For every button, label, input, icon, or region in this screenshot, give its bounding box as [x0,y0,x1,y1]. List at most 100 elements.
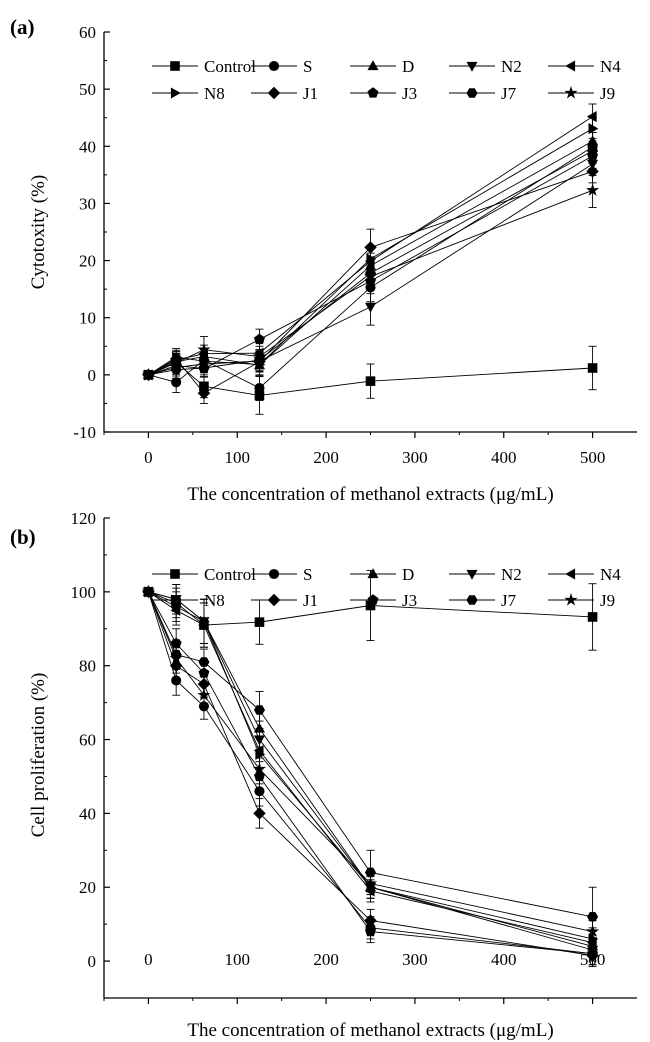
y-axis-title: Cell proliferation (%) [28,673,49,838]
legend-label: J9 [600,84,615,103]
legend-marker [564,86,577,99]
legend-item: J1 [251,84,318,103]
legend-label: Control [204,57,256,76]
x-tick-label: 200 [313,448,339,467]
series-j1 [142,586,599,967]
legend-item: N8 [152,591,225,610]
legend-marker [565,568,575,579]
legend-label: N8 [204,591,225,610]
legend-label: D [402,565,414,584]
legend-label: J7 [501,84,517,103]
legend-item: D [350,57,414,76]
legend-label: J9 [600,591,615,610]
y-tick-label: 10 [79,309,96,328]
legend-marker [564,593,577,606]
legend-label: J7 [501,591,517,610]
data-point [587,111,597,122]
legend-label: N4 [600,565,621,584]
data-point [254,383,264,393]
panel-label: (b) [10,525,36,549]
y-tick-label: -10 [73,423,96,442]
legend-item: Control [152,57,256,76]
x-tick-label: 300 [402,448,428,467]
y-tick-label: 30 [79,194,96,213]
legend-label: D [402,57,414,76]
legend-item: N2 [449,565,522,584]
legend-item: J1 [251,591,318,610]
x-axis-title: The concentration of methanol extracts (… [187,1020,553,1041]
legend-item: D [350,565,414,584]
y-tick-label: 20 [79,878,96,897]
y-tick-label: 120 [71,509,97,528]
legend-marker [367,60,378,70]
legend-item: N2 [449,57,522,76]
legend-item: J7 [449,84,517,103]
legend-label: J1 [303,84,318,103]
legend-marker [269,569,279,579]
x-tick-label: 100 [225,448,251,467]
legend-marker [466,570,477,580]
series-control [144,346,598,414]
legend-marker [268,87,280,99]
panel-label: (a) [10,15,35,39]
y-tick-label: 80 [79,657,96,676]
data-point [588,363,598,373]
legend-marker [368,594,379,604]
y-tick-label: 50 [79,80,96,99]
y-tick-label: 0 [88,366,97,385]
legend-item: J7 [449,591,517,610]
y-tick-label: 20 [79,252,96,271]
x-tick-label: 0 [144,448,153,467]
x-tick-label: 400 [491,448,517,467]
legend-item: N8 [152,84,225,103]
legend-marker [466,595,477,605]
legend-marker [466,62,477,72]
data-point [365,303,376,313]
legend-marker [170,569,180,579]
legend-label: J3 [402,84,417,103]
x-tick-label: 100 [225,950,251,969]
legend-item: S [251,565,312,584]
legend-item: Control [152,565,256,584]
legend-item: J3 [350,84,417,103]
legend-marker [170,61,180,71]
legend-marker [466,88,477,98]
series-s [143,587,597,965]
y-tick-label: 60 [79,23,96,42]
legend-item: N4 [548,565,621,584]
legend-marker [171,87,181,98]
x-tick-label: 200 [313,950,339,969]
data-point [588,612,598,622]
series-j3 [143,586,598,965]
legend-marker [565,60,575,71]
y-tick-label: 40 [79,137,96,156]
legend-label: J1 [303,591,318,610]
legend-marker [367,568,378,578]
panel-a: (a) -10 0 10 20 30 40 50 60 0 100 200 300 400 500 The c… [10,15,637,505]
x-tick-label: 400 [491,950,517,969]
legend-label: N2 [501,57,522,76]
legend-label: N2 [501,565,522,584]
legend-marker [269,61,279,71]
legend-item: N4 [548,57,621,76]
data-point [254,334,265,344]
y-tick-label: 100 [71,583,97,602]
data-point [255,617,265,627]
legend-label: Control [204,565,256,584]
legend-item: S [251,57,312,76]
legend-marker [368,87,379,97]
x-tick-label: 500 [580,448,606,467]
legend-label: N8 [204,84,225,103]
x-tick-label: 300 [402,950,428,969]
legend-label: S [303,565,312,584]
x-tick-label: 0 [144,950,153,969]
y-tick-label: 0 [88,952,97,971]
legend-item: J9 [548,591,615,610]
panel-b: (b)0204060801001200100200300400500The co… [10,509,637,1041]
x-axis-title: The concentration of methanol extracts (… [187,484,553,505]
legend-item: J9 [548,84,615,103]
legend: Control S D N2 N4 N8 J1 J3 J7 J9 [152,57,621,103]
y-tick-label: 60 [79,731,96,750]
legend-label: S [303,57,312,76]
